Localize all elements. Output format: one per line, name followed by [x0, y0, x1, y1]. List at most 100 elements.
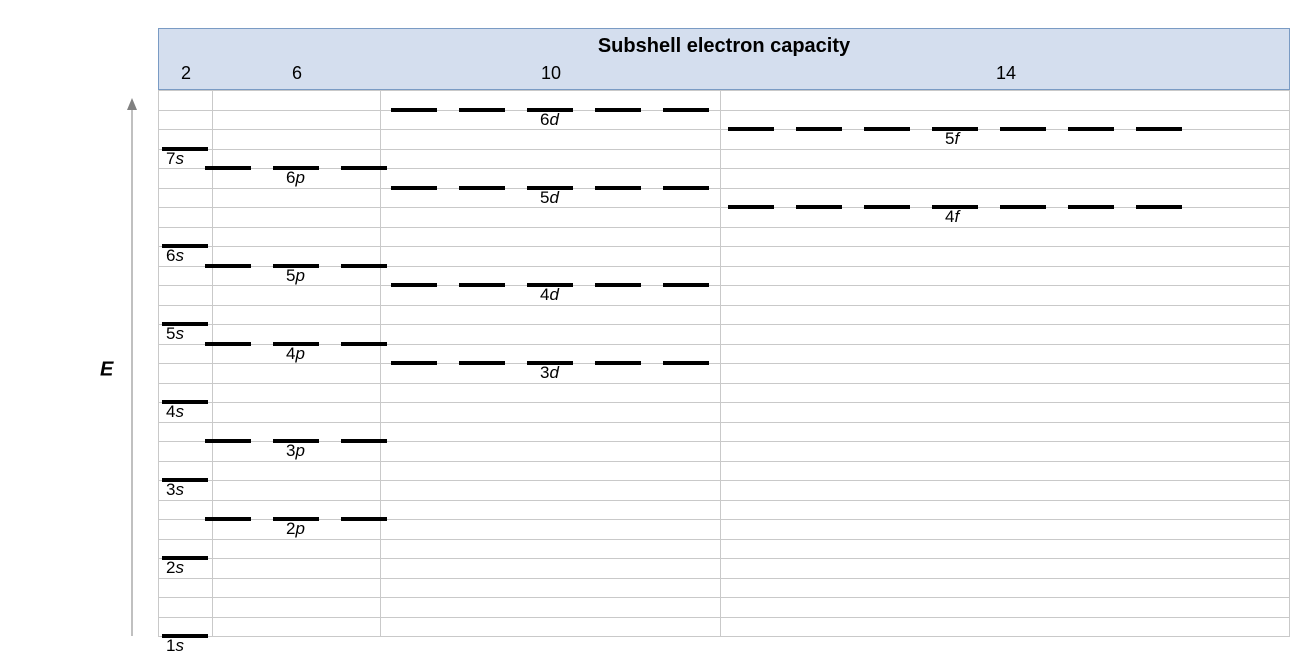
- gridline: [158, 227, 1290, 228]
- gridline: [158, 383, 1290, 384]
- plot-border: [1289, 90, 1290, 636]
- arrow-shaft: [132, 108, 133, 636]
- gridline: [158, 168, 1290, 169]
- gridline: [158, 578, 1290, 579]
- orbital-label-5f: 5f: [945, 130, 959, 147]
- gridline: [158, 129, 1290, 130]
- orbital-level-dash: [1136, 127, 1182, 131]
- orbital-level-dash: [663, 361, 709, 365]
- gridline: [158, 636, 1290, 637]
- gridline: [158, 305, 1290, 306]
- orbital-label-4d: 4d: [540, 286, 559, 303]
- header: Subshell electron capacity 2 6 10 14: [158, 28, 1290, 90]
- orbital-level-dash: [341, 264, 387, 268]
- orbital-level-dash: [341, 342, 387, 346]
- orbital-level-dash: [796, 205, 842, 209]
- gridline: [158, 441, 1290, 442]
- orbital-label-5s: 5s: [166, 325, 184, 342]
- orbital-label-2s: 2s: [166, 559, 184, 576]
- capacity-counts: 2 6 10 14: [159, 60, 1289, 86]
- orbital-level-dash: [205, 166, 251, 170]
- gridline: [158, 597, 1290, 598]
- orbital-level-dash: [864, 127, 910, 131]
- orbital-level-dash: [341, 166, 387, 170]
- orbital-level-dash: [728, 205, 774, 209]
- orbital-level-dash: [459, 186, 505, 190]
- gridline: [158, 90, 1290, 91]
- orbital-label-1s: 1s: [166, 637, 184, 654]
- plot-area: 1s2s2p3s3p4s3d4p5s4d5p6s4f5d6p7s5f6d: [158, 90, 1290, 636]
- orbital-level-dash: [1000, 205, 1046, 209]
- orbital-level-dash: [1068, 127, 1114, 131]
- gridline: [158, 207, 1290, 208]
- orbital-label-3s: 3s: [166, 481, 184, 498]
- orbital-level-dash: [728, 127, 774, 131]
- chart-title: Subshell electron capacity: [159, 29, 1289, 60]
- capacity-count: 2: [181, 63, 191, 84]
- gridline: [158, 246, 1290, 247]
- orbital-level-dash: [205, 342, 251, 346]
- orbital-level-dash: [341, 517, 387, 521]
- gridline: [158, 363, 1290, 364]
- orbital-label-6d: 6d: [540, 111, 559, 128]
- column-divider: [380, 90, 381, 636]
- orbital-level-dash: [391, 186, 437, 190]
- orbital-label-2p: 2p: [286, 520, 305, 537]
- orbital-level-dash: [205, 264, 251, 268]
- orbital-label-4f: 4f: [945, 208, 959, 225]
- orbital-level-dash: [663, 186, 709, 190]
- orbital-label-3p: 3p: [286, 442, 305, 459]
- orbital-label-6p: 6p: [286, 169, 305, 186]
- orbital-level-dash: [1068, 205, 1114, 209]
- gridline: [158, 558, 1290, 559]
- gridline: [158, 149, 1290, 150]
- orbital-level-dash: [459, 108, 505, 112]
- orbital-level-dash: [663, 108, 709, 112]
- gridline: [158, 422, 1290, 423]
- orbital-level-dash: [1000, 127, 1046, 131]
- gridline: [158, 110, 1290, 111]
- orbital-level-dash: [663, 283, 709, 287]
- orbital-level-dash: [205, 517, 251, 521]
- orbital-level-dash: [205, 439, 251, 443]
- capacity-count: 10: [541, 63, 561, 84]
- orbital-level-dash: [1136, 205, 1182, 209]
- orbital-level-dash: [459, 283, 505, 287]
- energy-axis-label: E: [100, 359, 113, 382]
- orbital-label-7s: 7s: [166, 150, 184, 167]
- gridline: [158, 480, 1290, 481]
- diagram-root: { "title": "Subshell electron capacity",…: [0, 0, 1300, 666]
- orbital-level-dash: [391, 108, 437, 112]
- orbital-label-5p: 5p: [286, 267, 305, 284]
- orbital-level-dash: [391, 361, 437, 365]
- gridline: [158, 500, 1290, 501]
- gridline: [158, 617, 1290, 618]
- gridline: [158, 461, 1290, 462]
- orbital-level-dash: [595, 283, 641, 287]
- orbital-label-4s: 4s: [166, 403, 184, 420]
- column-divider: [720, 90, 721, 636]
- orbital-level-dash: [459, 361, 505, 365]
- orbital-level-dash: [341, 439, 387, 443]
- gridline: [158, 285, 1290, 286]
- orbital-level-dash: [595, 186, 641, 190]
- orbital-level-dash: [391, 283, 437, 287]
- orbital-label-4p: 4p: [286, 345, 305, 362]
- capacity-count: 14: [996, 63, 1016, 84]
- orbital-label-5d: 5d: [540, 189, 559, 206]
- orbital-label-6s: 6s: [166, 247, 184, 264]
- orbital-level-dash: [595, 108, 641, 112]
- orbital-level-dash: [864, 205, 910, 209]
- plot-border: [158, 90, 159, 636]
- gridline: [158, 519, 1290, 520]
- gridline: [158, 344, 1290, 345]
- gridline: [158, 266, 1290, 267]
- gridline: [158, 402, 1290, 403]
- energy-axis-arrow: [126, 98, 138, 636]
- capacity-count: 6: [292, 63, 302, 84]
- orbital-label-3d: 3d: [540, 364, 559, 381]
- orbital-level-dash: [796, 127, 842, 131]
- orbital-level-dash: [595, 361, 641, 365]
- gridline: [158, 188, 1290, 189]
- gridline: [158, 539, 1290, 540]
